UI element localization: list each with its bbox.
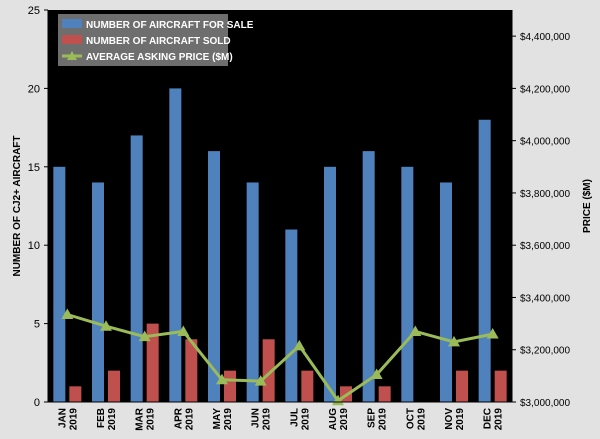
bar-sold-3: [185, 339, 198, 402]
x-tick-month-2: MAR: [135, 407, 146, 431]
bar-for-sale-9: [401, 166, 414, 402]
x-tick-month-7: AUG: [328, 408, 339, 430]
y2-tick-label-1: $3,200,000: [520, 346, 570, 357]
x-tick-month-9: OCT: [405, 408, 416, 429]
price-line: [66, 313, 493, 403]
y2-axis-title: PRICE ($M): [582, 179, 593, 233]
x-tick-label-10: NOV 2019: [444, 408, 466, 431]
x-tick-month-3: APR: [173, 407, 184, 429]
x-tick-label-8: SEP 2019: [367, 408, 389, 431]
bar-for-sale-3: [169, 88, 182, 403]
bar-for-sale-8: [362, 151, 375, 402]
x-tick-month-5: JUN: [251, 408, 262, 428]
bar-sold-10: [456, 370, 468, 402]
y-tick-label-2: 10: [28, 240, 40, 252]
y2-tick-label-6: $4,200,000: [520, 84, 570, 95]
legend-box: [58, 14, 228, 66]
price-marker-4: [216, 373, 228, 385]
y2-tick-label-7: $4,400,000: [520, 32, 570, 43]
x-tick-label-1: FEB 2019: [96, 408, 118, 431]
price-marker-1: [100, 320, 112, 331]
y-tick-label-3: 15: [28, 162, 40, 174]
x-tick-month-0: JAN: [57, 408, 68, 428]
bar-sold-2: [146, 323, 159, 402]
x-tick-label-3: APR 2019: [173, 407, 195, 430]
bar-sold-4: [224, 370, 236, 402]
bar-for-sale-6: [285, 229, 298, 402]
bar-sold-6: [301, 370, 314, 402]
y-tick-label-0: 0: [34, 397, 40, 409]
x-tick-year-1: 2019: [107, 408, 118, 431]
price-marker-3: [177, 325, 190, 336]
price-marker-8: [370, 368, 383, 380]
price-marker-9: [409, 325, 422, 336]
y2-tick-label-4: $3,800,000: [520, 189, 570, 200]
x-tick-year-7: 2019: [339, 408, 350, 431]
price-marker-10: [448, 335, 460, 347]
legend-label-0: NUMBER OF AIRCRAFT FOR SALE: [86, 20, 254, 31]
bar-sold-5: [262, 339, 275, 402]
x-tick-label-7: AUG 2019: [328, 408, 350, 431]
x-tick-label-6: JUL 2019: [289, 408, 311, 431]
price-marker-2: [138, 330, 151, 342]
y-tick-label-4: 20: [28, 83, 40, 95]
bar-sold-1: [108, 370, 120, 402]
bar-sold-11: [494, 370, 507, 402]
bar-for-sale-4: [208, 151, 220, 402]
x-tick-year-8: 2019: [378, 408, 389, 431]
legend-swatch-1: [62, 35, 82, 44]
x-tick-month-8: SEP: [367, 408, 378, 428]
bar-for-sale-0: [53, 166, 66, 402]
x-tick-month-10: NOV: [444, 408, 455, 430]
x-tick-month-1: FEB: [96, 408, 107, 428]
legend-label-1: NUMBER OF AIRCRAFT SOLD: [86, 36, 231, 47]
x-tick-year-5: 2019: [262, 408, 273, 431]
y-tick-label-1: 5: [34, 319, 40, 331]
bar-for-sale-2: [130, 135, 143, 402]
bar-for-sale-5: [246, 182, 259, 402]
x-tick-year-9: 2019: [416, 408, 427, 431]
x-tick-month-6: JUL: [289, 408, 300, 427]
price-marker-5: [254, 375, 267, 386]
x-tick-label-2: MAR 2019: [135, 407, 157, 431]
legend-swatch-0: [62, 19, 82, 28]
x-tick-label-11: DEC 2019: [483, 408, 505, 431]
x-tick-month-4: MAY: [212, 408, 223, 430]
bar-sold-8: [378, 386, 391, 402]
x-tick-year-3: 2019: [184, 408, 195, 431]
bar-for-sale-1: [92, 182, 104, 402]
bar-for-sale-7: [324, 166, 336, 402]
x-tick-year-0: 2019: [68, 408, 79, 431]
y-tick-label-5: 25: [28, 5, 40, 17]
x-tick-year-4: 2019: [223, 408, 234, 431]
y2-tick-label-0: $3,000,000: [520, 398, 570, 409]
bar-sold-0: [69, 386, 82, 402]
x-tick-month-11: DEC: [483, 408, 494, 429]
legend-swatch-marker-2: [67, 51, 77, 60]
x-tick-label-5: JUN 2019: [251, 408, 273, 431]
price-marker-7: [332, 394, 344, 406]
bar-for-sale-11: [478, 119, 491, 402]
x-tick-label-0: JAN 2019: [57, 408, 79, 431]
price-marker-11: [486, 328, 499, 339]
price-marker-6: [293, 339, 306, 351]
x-tick-label-9: OCT 2019: [405, 408, 427, 431]
y2-tick-label-2: $3,400,000: [520, 293, 570, 304]
price-marker-0: [61, 308, 74, 319]
bar-for-sale-10: [440, 182, 452, 402]
x-tick-year-6: 2019: [300, 408, 311, 431]
x-tick-year-10: 2019: [455, 408, 466, 431]
x-tick-year-2: 2019: [146, 408, 157, 431]
x-tick-year-11: 2019: [494, 408, 505, 431]
y2-tick-label-5: $4,000,000: [520, 137, 570, 148]
y2-tick-label-3: $3,600,000: [520, 241, 570, 252]
legend-label-2: AVERAGE ASKING PRICE ($M): [86, 52, 233, 63]
x-tick-label-4: MAY 2019: [212, 408, 234, 431]
y-axis-title: NUMBER OF CJ2+ AIRCRAFT: [12, 135, 23, 276]
